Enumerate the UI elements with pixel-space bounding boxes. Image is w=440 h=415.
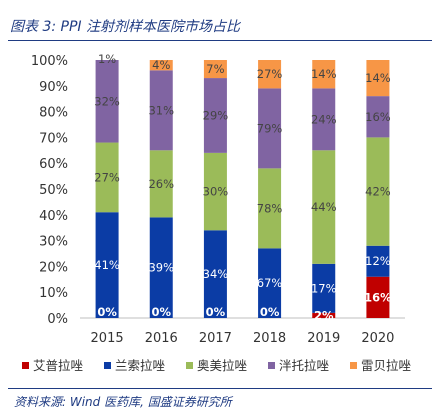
x-tick-label: 2020	[361, 331, 394, 346]
bar-segment	[312, 263, 336, 313]
data-label: 34%	[203, 267, 229, 281]
bar-segment	[258, 60, 282, 89]
y-tick-label: 60%	[39, 157, 68, 172]
x-tick-label: 2015	[91, 331, 124, 346]
data-label: 7%	[206, 62, 224, 76]
data-label: 2%	[314, 308, 334, 322]
data-label: 67%	[257, 276, 283, 290]
bar-segment	[312, 60, 336, 89]
data-label: 17%	[311, 281, 337, 295]
data-label: 24%	[311, 112, 337, 126]
legend-label: 奥美拉唑	[197, 358, 248, 373]
bar-segment	[203, 152, 227, 231]
y-tick-label: 20%	[39, 260, 68, 275]
legend: 艾普拉唑 兰索拉唑 奥美拉唑 泮托拉唑 雷贝拉唑	[22, 358, 412, 373]
segment-labels: 0% 41% 27% 32% 1% 0% 39% 26% 31% 4% 0% 34% 30% 29% 7% 0…	[94, 52, 392, 322]
bar-segment	[149, 217, 173, 318]
legend-label: 艾普拉唑	[33, 358, 84, 373]
x-tick-label: 2018	[253, 331, 286, 346]
bar-segment	[203, 60, 227, 79]
title-divider	[8, 40, 432, 41]
y-tick-label: 10%	[39, 286, 68, 301]
legend-swatch	[268, 362, 275, 369]
y-tick-label: 40%	[39, 209, 68, 224]
data-label: 44%	[311, 200, 337, 214]
bar-segment	[366, 60, 390, 97]
x-axis: 2015 2016 2017 2018 2019 2020	[80, 317, 405, 346]
x-tick-label: 2019	[307, 331, 340, 346]
stacked-bar-chart: 0%10%20%30%40%50%60%70%80%90%100% 2015 20…	[22, 52, 412, 373]
data-label: 31%	[148, 103, 174, 117]
x-tick-label: 2016	[145, 331, 178, 346]
bar-segment	[95, 142, 119, 213]
bar-segment	[149, 150, 173, 218]
data-label: 27%	[94, 170, 120, 184]
y-tick-label: 80%	[39, 106, 68, 121]
bar-segment	[366, 276, 390, 318]
data-label: 12%	[365, 254, 391, 268]
source-note: 资料来源: Wind 医药库, 国盛证券研究所	[14, 395, 232, 409]
data-label: 14%	[311, 67, 337, 81]
data-label: 1%	[98, 52, 116, 66]
legend-label: 雷贝拉唑	[361, 358, 412, 373]
data-label: 29%	[203, 108, 229, 122]
data-label: 32%	[94, 94, 120, 108]
chart-title: 图表 3: PPI 注射剂样本医院市场占比	[10, 19, 240, 35]
legend-swatch	[186, 362, 193, 369]
y-tick-label: 90%	[39, 80, 68, 95]
bar-segment	[149, 60, 173, 71]
data-label: 78%	[257, 201, 283, 215]
data-label: 30%	[203, 185, 229, 199]
bar-segment	[258, 88, 282, 169]
data-label: 0%	[97, 305, 117, 319]
bar-segment	[312, 312, 336, 318]
y-tick-label: 0%	[47, 312, 68, 327]
legend-swatch	[22, 362, 29, 369]
bar-segment	[258, 248, 282, 318]
data-label: 26%	[148, 177, 174, 191]
bar-segment	[203, 230, 227, 318]
bar-segment	[366, 137, 390, 246]
bar-segment	[258, 168, 282, 249]
data-label: 27%	[257, 67, 283, 81]
bar-segment	[366, 245, 390, 277]
bar-segment	[366, 96, 390, 138]
footer-divider	[8, 388, 432, 389]
y-tick-label: 50%	[39, 183, 68, 198]
bar-segment	[95, 60, 119, 143]
data-label: 39%	[148, 261, 174, 275]
data-label: 0%	[151, 305, 171, 319]
data-label: 0%	[206, 305, 226, 319]
y-tick-label: 30%	[39, 235, 68, 250]
data-label: 16%	[365, 110, 391, 124]
y-tick-label: 100%	[31, 54, 68, 69]
bar-segment	[95, 212, 119, 318]
bar-segment	[312, 88, 336, 151]
data-label: 4%	[152, 58, 170, 72]
data-label: 42%	[365, 185, 391, 199]
data-label: 16%	[364, 290, 392, 304]
bar-segment	[149, 70, 173, 151]
x-tick-label: 2017	[199, 331, 232, 346]
y-axis: 0% 10% 20% 30% 40% 50% 60% 70% 80% 90% 100%	[31, 54, 68, 327]
legend-label: 兰索拉唑	[115, 358, 166, 373]
y-tick-label: 70%	[39, 131, 68, 146]
legend-swatch	[104, 362, 111, 369]
bar-segment	[203, 78, 227, 153]
data-label: 0%	[260, 305, 280, 319]
data-label: 41%	[94, 258, 120, 272]
data-label: 79%	[257, 121, 283, 135]
bars	[95, 60, 390, 318]
legend-label: 泮托拉唑	[279, 358, 330, 373]
legend-swatch	[350, 362, 357, 369]
bar-segment	[312, 150, 336, 264]
data-label: 14%	[365, 71, 391, 85]
